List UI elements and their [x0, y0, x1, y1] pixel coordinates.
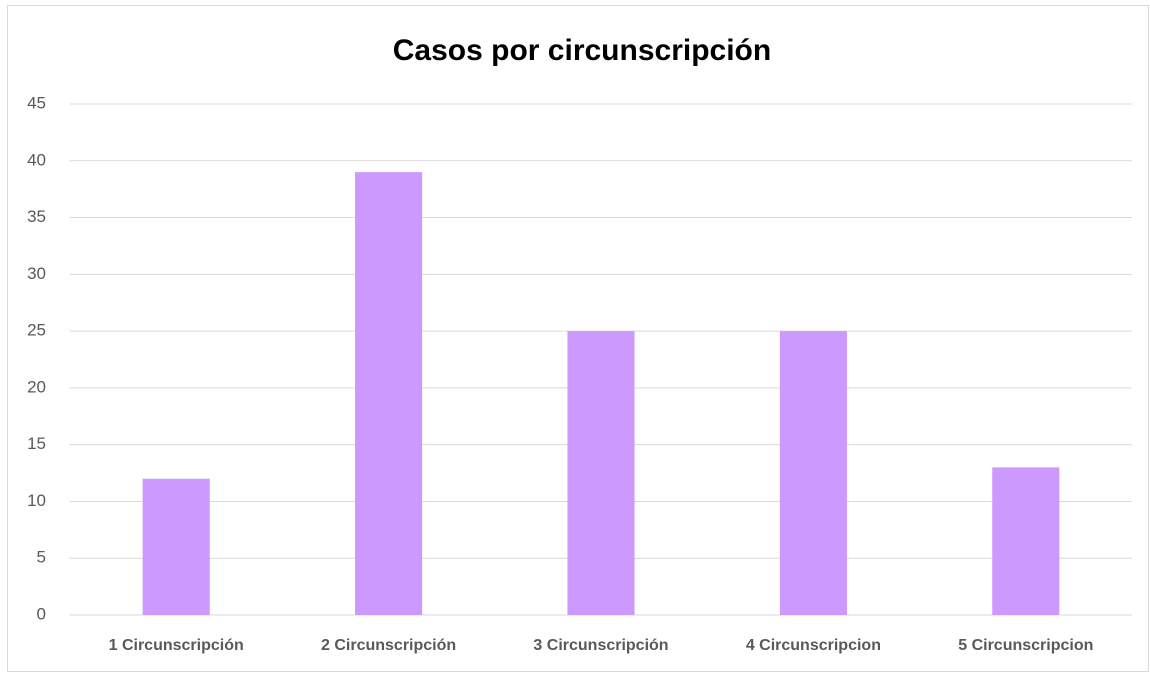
- bar: [779, 331, 847, 615]
- x-tick-label: 5 Circunscripcion: [958, 637, 1093, 654]
- y-tick-label: 25: [27, 321, 46, 340]
- x-tick-label: 2 Circunscripción: [321, 637, 456, 654]
- y-tick-label: 30: [27, 264, 46, 283]
- bar: [355, 172, 423, 615]
- bar: [992, 467, 1060, 615]
- y-tick-label: 45: [27, 93, 46, 112]
- y-tick-label: 20: [27, 377, 46, 396]
- y-tick-label: 40: [27, 150, 46, 169]
- x-tick-label: 1 Circunscripción: [109, 637, 244, 654]
- chart-title: Casos por circunscripción: [393, 34, 771, 67]
- y-tick-label: 5: [37, 548, 46, 567]
- x-tick-label: 3 Circunscripción: [533, 637, 668, 654]
- bar: [142, 478, 210, 615]
- bar: [567, 331, 635, 615]
- x-tick-label: 4 Circunscripcion: [746, 637, 881, 654]
- y-tick-label: 15: [27, 434, 46, 453]
- y-tick-label: 0: [37, 604, 46, 623]
- y-tick-label: 35: [27, 207, 46, 226]
- y-tick-label: 10: [27, 491, 46, 510]
